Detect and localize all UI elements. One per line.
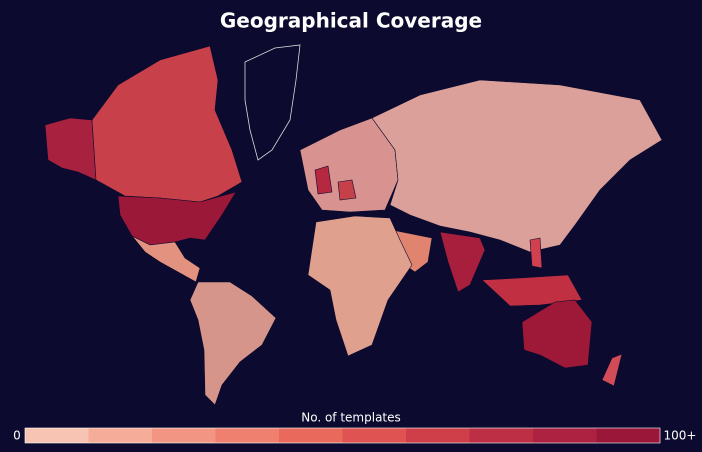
countries xyxy=(44,44,663,406)
australia xyxy=(521,299,593,369)
colorbar-frame xyxy=(24,427,661,444)
colorbar-segment xyxy=(25,428,89,443)
india xyxy=(439,231,486,293)
colorbar xyxy=(25,428,661,443)
legend-min-label: 0 xyxy=(13,429,21,443)
asia xyxy=(371,79,663,253)
south-america xyxy=(189,281,277,406)
colorbar-segment xyxy=(469,428,534,443)
colorbar-segment xyxy=(596,428,661,443)
philippines xyxy=(529,237,543,269)
legend-max-label: 100+ xyxy=(664,429,697,443)
germany xyxy=(337,179,357,201)
usa xyxy=(117,191,237,246)
colorbar-segment xyxy=(406,428,470,443)
colorbar-segment xyxy=(279,428,343,443)
new-zealand xyxy=(601,353,623,387)
colorbar-segment xyxy=(88,428,153,443)
colorbar-segment xyxy=(533,428,597,443)
colorbar-segment xyxy=(152,428,216,443)
africa xyxy=(307,215,413,357)
map-title: Geographical Coverage xyxy=(220,9,482,33)
colorbar-segment xyxy=(215,428,280,443)
southeast-asia xyxy=(481,274,583,307)
alaska xyxy=(44,117,97,181)
greenland xyxy=(244,44,301,161)
mexico xyxy=(131,235,201,283)
legend-title: No. of templates xyxy=(301,411,401,425)
colorbar-segment xyxy=(342,428,407,443)
uk xyxy=(314,165,333,195)
